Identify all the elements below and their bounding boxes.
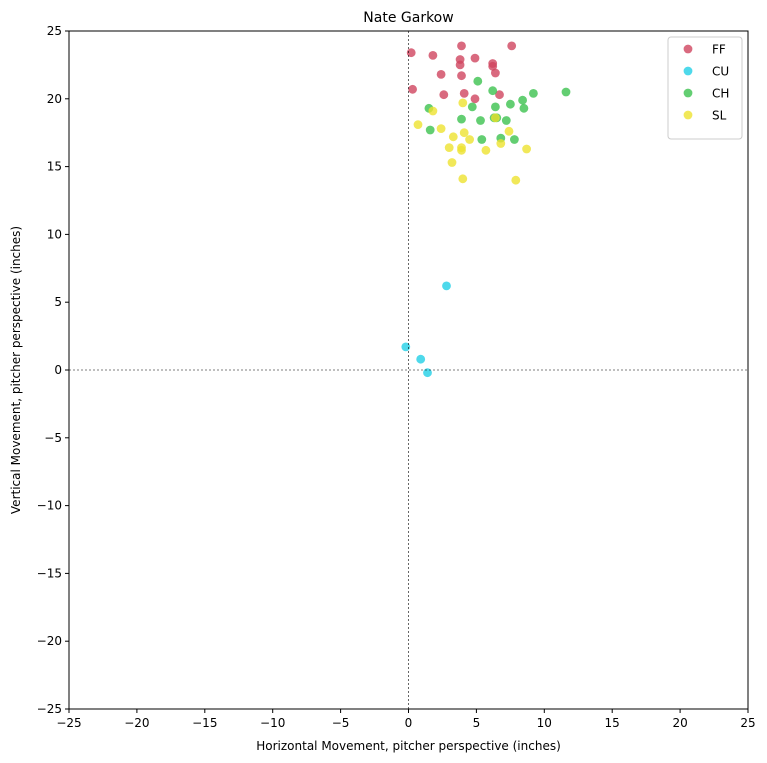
data-point-sl <box>447 158 457 167</box>
x-tick-label: −25 <box>56 716 81 730</box>
data-point-ch <box>506 99 515 109</box>
data-point-ch <box>488 86 498 96</box>
legend-marker-cu <box>683 66 693 76</box>
data-point-ff <box>495 90 504 100</box>
data-point-ff <box>455 60 465 70</box>
y-axis-ticks: −25 −20 −15 −10 −5 0 5 10 15 20 25 <box>37 24 69 716</box>
legend-label-cu: CU <box>712 65 729 79</box>
y-tick-label: 5 <box>54 295 62 309</box>
x-tick-label: −5 <box>332 716 350 730</box>
y-tick-label: 15 <box>47 160 62 174</box>
data-points <box>401 41 571 378</box>
legend-label-sl: SL <box>712 109 727 123</box>
y-tick-label: −15 <box>37 566 62 580</box>
y-axis-label: Vertical Movement, pitcher perspective (… <box>9 226 23 514</box>
x-tick-label: 15 <box>605 716 620 730</box>
data-point-ff <box>470 94 480 104</box>
y-tick-label: 10 <box>47 227 62 241</box>
data-point-ch <box>425 125 435 135</box>
data-point-sl <box>491 113 500 123</box>
legend-box <box>667 36 743 140</box>
y-tick-label: 20 <box>47 92 62 106</box>
data-point-ch <box>467 102 477 112</box>
data-point-ff <box>457 71 466 81</box>
data-point-ch <box>529 89 538 98</box>
x-tick-label: 25 <box>740 716 755 730</box>
y-tick-label: −10 <box>37 499 62 513</box>
data-point-cu <box>423 368 432 378</box>
data-point-ff <box>459 89 469 98</box>
data-point-ff <box>507 41 517 51</box>
data-point-ch <box>476 116 485 125</box>
y-tick-label: 0 <box>54 363 62 377</box>
legend-label-ch: CH <box>712 87 729 101</box>
data-point-sl <box>465 135 474 144</box>
reference-lines <box>69 31 748 709</box>
data-point-ch <box>519 103 529 113</box>
x-tick-label: −20 <box>124 716 149 730</box>
data-point-ff <box>470 53 480 63</box>
data-point-ff <box>428 51 438 60</box>
data-point-ff <box>406 48 416 58</box>
data-point-sl <box>504 126 514 136</box>
data-point-cu <box>416 354 426 364</box>
data-point-sl <box>436 124 446 133</box>
legend-marker-ff <box>683 44 693 54</box>
chart-title: Nate Garkow <box>363 10 453 26</box>
x-tick-label: −15 <box>192 716 217 730</box>
data-point-ff <box>408 84 417 94</box>
data-point-ch <box>457 114 466 124</box>
data-point-sl <box>428 106 438 116</box>
data-point-ff <box>488 61 498 71</box>
data-point-ch <box>561 87 571 97</box>
data-point-ch <box>473 76 483 86</box>
x-axis-label: Horizontal Movement, pitcher perspective… <box>256 739 561 753</box>
data-point-sl <box>458 174 468 184</box>
data-point-ch <box>491 102 500 112</box>
legend-marker-ch <box>683 88 693 98</box>
data-point-ff <box>457 41 466 51</box>
y-tick-label: −25 <box>37 702 62 716</box>
data-point-ch <box>477 135 487 144</box>
data-point-sl <box>413 120 423 129</box>
data-point-ch <box>518 95 527 105</box>
data-point-sl <box>496 139 506 148</box>
data-point-sl <box>448 132 458 142</box>
data-point-sl <box>511 175 521 185</box>
data-point-sl <box>457 143 466 153</box>
data-point-sl <box>459 128 469 138</box>
x-axis-ticks: −25 −20 −15 −10 −5 0 5 10 15 20 25 <box>56 709 756 730</box>
data-point-sl <box>481 145 491 155</box>
data-point-cu <box>401 342 411 352</box>
legend-label-ff: FF <box>712 43 726 57</box>
x-tick-label: 0 <box>405 716 413 730</box>
data-point-ff <box>439 90 449 100</box>
legend: FF CU CH SL <box>667 36 743 140</box>
data-point-ff <box>491 68 500 78</box>
x-tick-label: 5 <box>473 716 481 730</box>
data-point-cu <box>442 281 451 291</box>
data-point-sl <box>458 98 468 108</box>
y-tick-label: −20 <box>37 634 62 648</box>
y-tick-label: 25 <box>47 24 62 38</box>
x-tick-label: 20 <box>672 716 687 730</box>
data-point-ff <box>436 70 446 79</box>
data-point-sl <box>444 143 454 153</box>
x-tick-label: −10 <box>260 716 285 730</box>
legend-marker-sl <box>683 110 693 120</box>
data-point-ch <box>510 135 519 144</box>
data-point-ch <box>501 116 511 125</box>
x-tick-label: 10 <box>537 716 552 730</box>
y-tick-label: −5 <box>44 431 62 445</box>
data-point-sl <box>522 144 531 154</box>
